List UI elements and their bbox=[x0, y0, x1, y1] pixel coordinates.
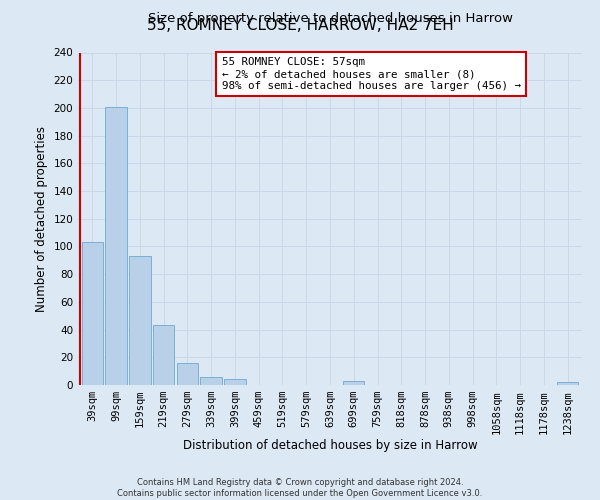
Bar bbox=[106, 106, 127, 385]
Title: Size of property relative to detached houses in Harrow: Size of property relative to detached ho… bbox=[148, 12, 512, 25]
Bar bbox=[129, 256, 151, 385]
Bar bbox=[224, 380, 245, 385]
Text: 55, ROMNEY CLOSE, HARROW, HA2 7EH: 55, ROMNEY CLOSE, HARROW, HA2 7EH bbox=[146, 18, 454, 32]
Bar bbox=[176, 363, 198, 385]
Text: Contains HM Land Registry data © Crown copyright and database right 2024.
Contai: Contains HM Land Registry data © Crown c… bbox=[118, 478, 482, 498]
X-axis label: Distribution of detached houses by size in Harrow: Distribution of detached houses by size … bbox=[182, 439, 478, 452]
Bar bbox=[343, 381, 364, 385]
Y-axis label: Number of detached properties: Number of detached properties bbox=[35, 126, 48, 312]
Bar bbox=[153, 326, 174, 385]
Bar bbox=[557, 382, 578, 385]
Bar bbox=[82, 242, 103, 385]
Text: 55 ROMNEY CLOSE: 57sqm
← 2% of detached houses are smaller (8)
98% of semi-detac: 55 ROMNEY CLOSE: 57sqm ← 2% of detached … bbox=[221, 58, 521, 90]
Bar bbox=[200, 376, 222, 385]
